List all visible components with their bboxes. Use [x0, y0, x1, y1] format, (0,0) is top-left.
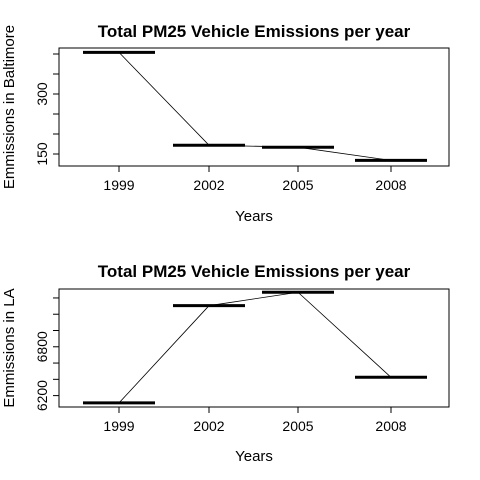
la-x-tick-label: 2008 [375, 418, 406, 434]
baltimore-x-axis-label: Years [235, 208, 273, 225]
baltimore-y-tick-label: 300 [34, 82, 50, 106]
baltimore-trend-line [118, 52, 392, 161]
la-x-axis-label: Years [235, 448, 273, 465]
la-panel: Total PM25 Vehicle Emissions per year 199… [1, 262, 450, 465]
la-x-tick-label: 2005 [282, 418, 313, 434]
baltimore-x-tick-label: 1999 [103, 177, 134, 193]
la-x-tick-label: 1999 [103, 418, 134, 434]
la-plot-frame [58, 288, 450, 408]
la-y-tick-label: 6200 [34, 380, 50, 411]
baltimore-y-axis-label: Emmissions in Baltimore [1, 25, 18, 189]
la-x-tick-label: 2002 [193, 418, 224, 434]
baltimore-x-tick-label: 2005 [282, 177, 313, 193]
la-trend-line [118, 291, 392, 404]
baltimore-x-tick-label: 2002 [193, 177, 224, 193]
baltimore-y-tick-label: 150 [34, 142, 50, 166]
la-y-tick-label: 6800 [34, 331, 50, 362]
la-chart-title: Total PM25 Vehicle Emissions per year [98, 262, 411, 281]
baltimore-chart-title: Total PM25 Vehicle Emissions per year [98, 22, 411, 41]
baltimore-x-tick-label: 2008 [375, 177, 406, 193]
baltimore-plot-frame [58, 47, 450, 167]
baltimore-panel: Total PM25 Vehicle Emissions per year 199… [1, 22, 450, 225]
la-y-axis-label: Emmissions in LA [1, 288, 18, 407]
